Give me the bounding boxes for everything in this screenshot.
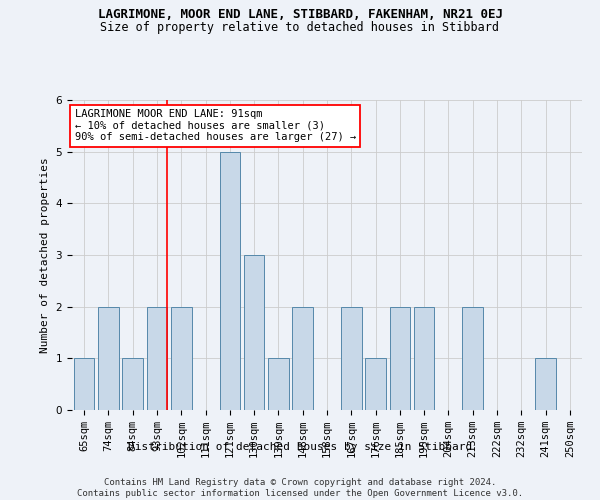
Bar <box>292 306 313 410</box>
Bar <box>146 306 167 410</box>
Bar <box>535 358 556 410</box>
Bar <box>414 306 434 410</box>
Text: Contains HM Land Registry data © Crown copyright and database right 2024.
Contai: Contains HM Land Registry data © Crown c… <box>77 478 523 498</box>
Bar <box>122 358 143 410</box>
Bar <box>244 255 265 410</box>
Text: Size of property relative to detached houses in Stibbard: Size of property relative to detached ho… <box>101 21 499 34</box>
Bar <box>389 306 410 410</box>
Bar <box>365 358 386 410</box>
Bar <box>220 152 240 410</box>
Bar <box>74 358 94 410</box>
Text: LAGRIMONE, MOOR END LANE, STIBBARD, FAKENHAM, NR21 0EJ: LAGRIMONE, MOOR END LANE, STIBBARD, FAKE… <box>97 8 503 20</box>
Y-axis label: Number of detached properties: Number of detached properties <box>40 157 50 353</box>
Bar <box>98 306 119 410</box>
Bar <box>268 358 289 410</box>
Text: Distribution of detached houses by size in Stibbard: Distribution of detached houses by size … <box>128 442 472 452</box>
Text: LAGRIMONE MOOR END LANE: 91sqm
← 10% of detached houses are smaller (3)
90% of s: LAGRIMONE MOOR END LANE: 91sqm ← 10% of … <box>74 110 356 142</box>
Bar <box>171 306 191 410</box>
Bar <box>341 306 362 410</box>
Bar <box>463 306 483 410</box>
